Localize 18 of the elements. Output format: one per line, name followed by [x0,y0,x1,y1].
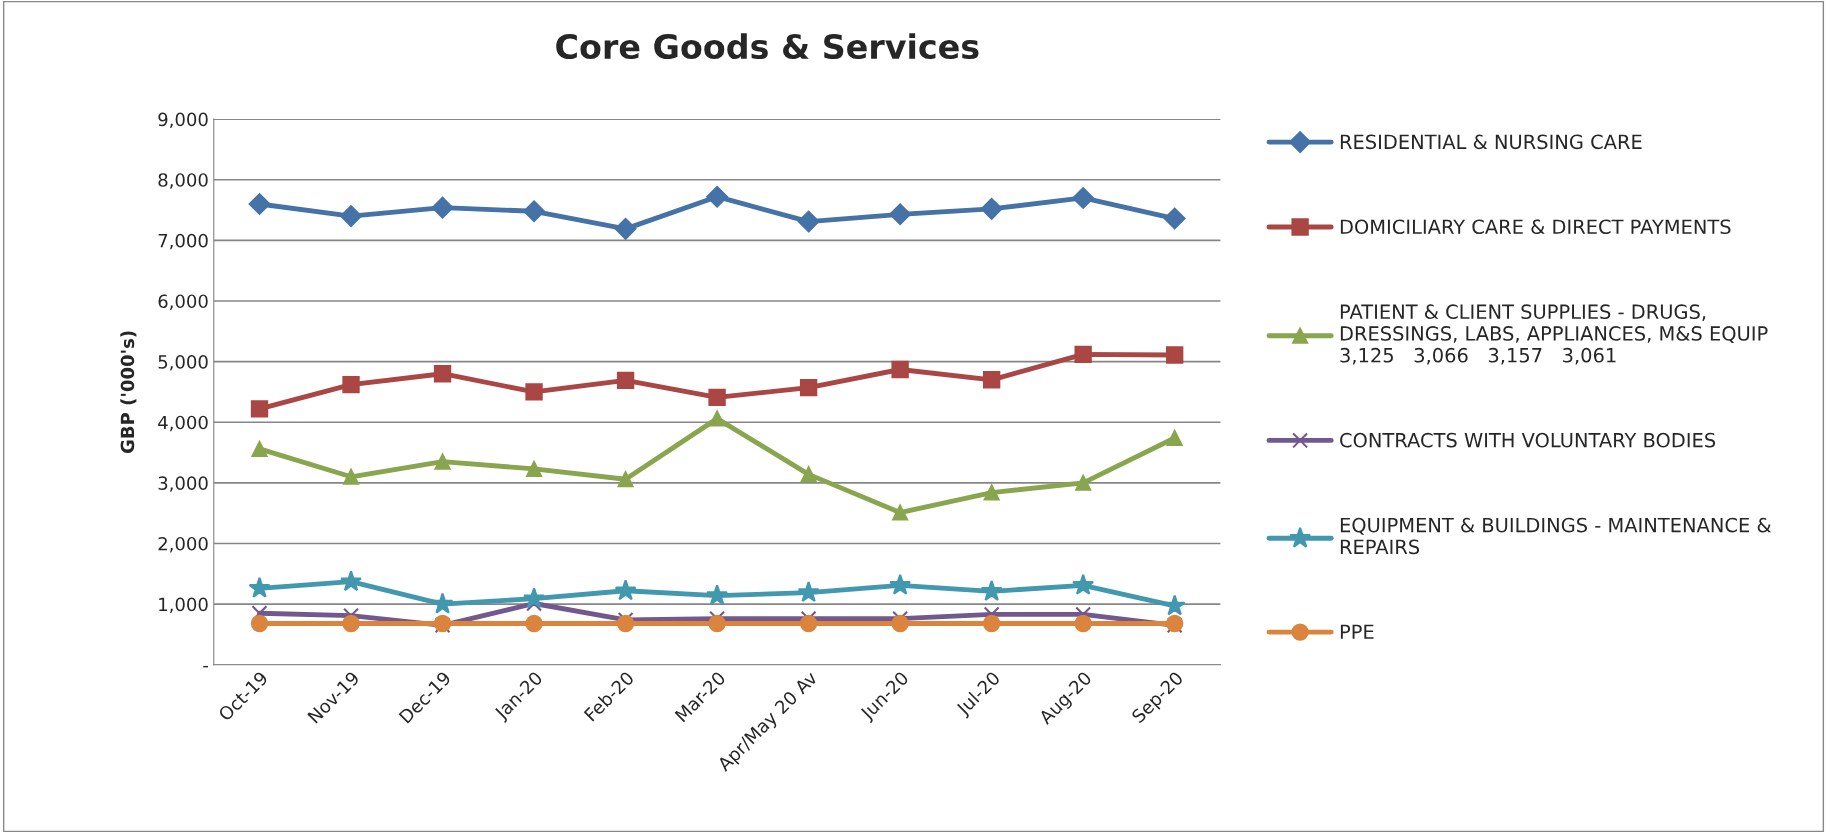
legend-label: PATIENT & CLIENT SUPPLIES - DRUGS, DRESSINGS, LABS, APPLIANCES, M&S EQUIP 3,125 3,066 3,157 3,061 [1340,304,1768,365]
legend-label: EQUIPMENT & BUILDINGS - MAINTENANCE & REPAIRS [1340,517,1771,555]
legend-label: DOMICILIARY CARE & DIRECT PAYMENTS [1340,219,1731,235]
y-tick-label: 6,000 [158,294,208,310]
y-tick-label: 4,000 [158,415,208,432]
y-axis-title: GBP ('000's) [120,331,137,454]
legend-label: RESIDENTIAL & NURSING CARE [1340,134,1642,150]
y-tick-label: 5,000 [158,355,208,371]
y-tick-label: 1,000 [159,597,208,614]
y-tick-label: 3,000 [158,476,208,492]
legend-label: CONTRACTS WITH VOLUNTARY BODIES [1340,432,1716,448]
y-tick-label: 2,000 [158,536,208,553]
y-tick-label: 8,000 [158,173,208,189]
legend-label: PPE [1340,624,1374,639]
y-tick-label: 9,000 [158,112,208,129]
y-tick-label: - [203,665,209,668]
y-tick-label: 7,000 [158,233,208,250]
chart-title: Core Goods & Services [556,33,979,60]
